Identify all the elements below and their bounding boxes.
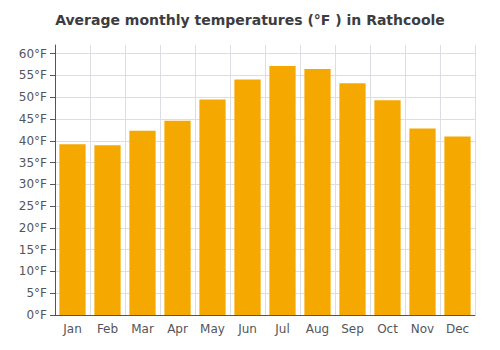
svg-text:40°F: 40°F: [19, 134, 47, 148]
svg-text:45°F: 45°F: [19, 112, 47, 126]
svg-text:Oct: Oct: [377, 322, 398, 336]
svg-text:Jun: Jun: [237, 322, 257, 336]
svg-text:Jan: Jan: [62, 322, 82, 336]
svg-text:Apr: Apr: [167, 322, 188, 336]
svg-text:Dec: Dec: [446, 322, 469, 336]
svg-text:May: May: [200, 322, 225, 336]
svg-text:10°F: 10°F: [19, 264, 47, 278]
svg-text:5°F: 5°F: [26, 286, 47, 300]
svg-text:Aug: Aug: [306, 322, 329, 336]
svg-text:35°F: 35°F: [19, 156, 47, 170]
svg-text:15°F: 15°F: [19, 243, 47, 257]
svg-text:20°F: 20°F: [19, 221, 47, 235]
svg-text:Sep: Sep: [341, 322, 364, 336]
svg-text:Average monthly temperatures (: Average monthly temperatures (°F ) in Ra…: [55, 12, 445, 28]
svg-text:25°F: 25°F: [19, 199, 47, 213]
svg-text:Mar: Mar: [131, 322, 154, 336]
svg-text:50°F: 50°F: [19, 90, 47, 104]
svg-text:Nov: Nov: [411, 322, 434, 336]
svg-text:0°F: 0°F: [26, 308, 47, 322]
svg-text:Feb: Feb: [97, 322, 118, 336]
svg-text:Jul: Jul: [274, 322, 289, 336]
svg-text:30°F: 30°F: [19, 177, 47, 191]
svg-text:55°F: 55°F: [19, 68, 47, 82]
svg-text:60°F: 60°F: [19, 47, 47, 61]
